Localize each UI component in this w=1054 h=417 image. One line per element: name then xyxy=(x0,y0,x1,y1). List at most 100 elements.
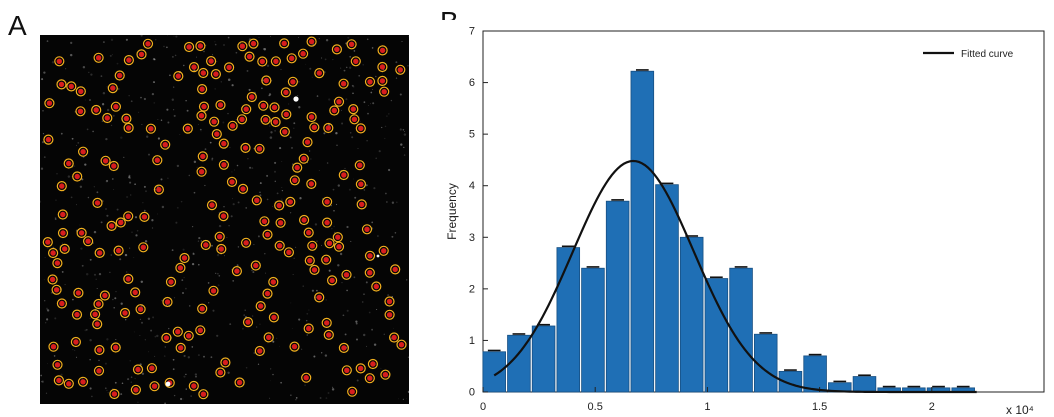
y-tick-label: 0 xyxy=(469,387,475,399)
background-speck xyxy=(375,75,377,78)
particle-marker xyxy=(91,104,102,116)
histogram-bar xyxy=(852,376,877,393)
background-speck xyxy=(163,355,166,357)
particle-dot xyxy=(277,243,283,249)
particle-marker xyxy=(196,110,207,121)
background-speck xyxy=(87,196,90,199)
background-speck xyxy=(46,247,49,249)
particle-dot xyxy=(261,218,268,224)
particle-marker xyxy=(195,40,206,52)
background-speck xyxy=(356,379,359,382)
particle-dot xyxy=(78,88,84,95)
background-speck xyxy=(175,221,178,224)
particle-marker xyxy=(59,243,70,254)
particle-marker xyxy=(145,123,157,134)
background-speck xyxy=(89,99,91,101)
background-speck xyxy=(361,301,364,303)
particle-marker xyxy=(76,227,87,238)
background-speck xyxy=(208,302,210,304)
background-speck xyxy=(293,257,295,259)
histogram-bar xyxy=(605,200,630,393)
particle-ring xyxy=(107,82,118,94)
background-speck xyxy=(236,264,239,267)
particle-ring xyxy=(280,87,291,98)
particle-dot xyxy=(93,107,99,113)
background-speck xyxy=(373,343,377,346)
particle-dot xyxy=(353,58,359,64)
background-speck xyxy=(207,282,210,284)
background-speck xyxy=(188,174,191,177)
particle-ring xyxy=(234,377,245,388)
particle-marker xyxy=(248,38,259,49)
particle-ring xyxy=(226,176,238,187)
background-speck xyxy=(116,62,119,65)
background-speck xyxy=(342,314,345,317)
background-speck xyxy=(266,174,269,177)
background-speck xyxy=(154,355,156,357)
particle-dot xyxy=(125,276,131,282)
particle-marker xyxy=(289,175,300,186)
particle-dot xyxy=(386,312,393,318)
particle-image-svg xyxy=(40,35,409,404)
particle-dot xyxy=(117,72,123,79)
background-speck xyxy=(135,234,138,237)
background-speck xyxy=(172,368,175,371)
particle-marker xyxy=(378,245,389,256)
particle-ring xyxy=(188,61,200,73)
background-speck xyxy=(93,230,97,234)
particle-marker xyxy=(153,184,165,195)
background-speck xyxy=(244,309,246,311)
background-speck xyxy=(197,240,200,242)
background-speck xyxy=(388,113,390,115)
particle-marker xyxy=(338,78,349,89)
background-speck xyxy=(140,280,144,284)
particle-ring xyxy=(331,44,342,55)
particle-ring xyxy=(43,134,54,145)
particle-dot xyxy=(80,379,86,385)
particle-ring xyxy=(54,56,65,67)
particle-marker xyxy=(355,363,366,374)
particle-ring xyxy=(283,247,294,258)
background-speck xyxy=(391,235,394,238)
background-speck xyxy=(173,394,176,397)
background-speck xyxy=(280,68,282,70)
background-speck xyxy=(154,81,156,83)
background-speck xyxy=(350,240,352,242)
particle-dot xyxy=(301,156,307,162)
particle-ring xyxy=(173,70,184,82)
background-speck xyxy=(140,321,144,324)
background-speck xyxy=(308,309,310,311)
particle-ring xyxy=(162,296,173,308)
background-speck xyxy=(141,372,145,375)
particle-dot xyxy=(258,303,264,309)
background-speck xyxy=(366,140,368,142)
particle-ring xyxy=(197,151,208,162)
background-speck xyxy=(133,331,135,333)
background-speck xyxy=(203,50,205,53)
background-speck xyxy=(272,340,275,343)
background-speck xyxy=(262,48,265,50)
particle-dot xyxy=(181,255,188,261)
particle-dot xyxy=(281,40,287,47)
particle-marker xyxy=(94,344,105,356)
particle-marker xyxy=(321,317,332,328)
background-speck xyxy=(191,262,195,266)
background-speck xyxy=(45,307,49,310)
particle-marker xyxy=(323,122,334,134)
particle-marker xyxy=(56,181,67,192)
particle-dot xyxy=(306,229,312,236)
background-speck xyxy=(230,215,233,218)
background-speck xyxy=(89,317,91,319)
particle-marker xyxy=(198,101,210,112)
background-speck xyxy=(41,78,44,81)
particle-ring xyxy=(323,122,334,134)
particle-marker xyxy=(183,330,194,341)
particle-dot xyxy=(260,103,266,109)
particle-marker xyxy=(332,232,343,243)
background-speck xyxy=(81,178,84,181)
particle-dot xyxy=(290,79,296,85)
background-speck xyxy=(289,136,292,139)
background-speck xyxy=(375,251,377,253)
particle-ring xyxy=(281,109,292,120)
particle-dot xyxy=(325,125,331,131)
